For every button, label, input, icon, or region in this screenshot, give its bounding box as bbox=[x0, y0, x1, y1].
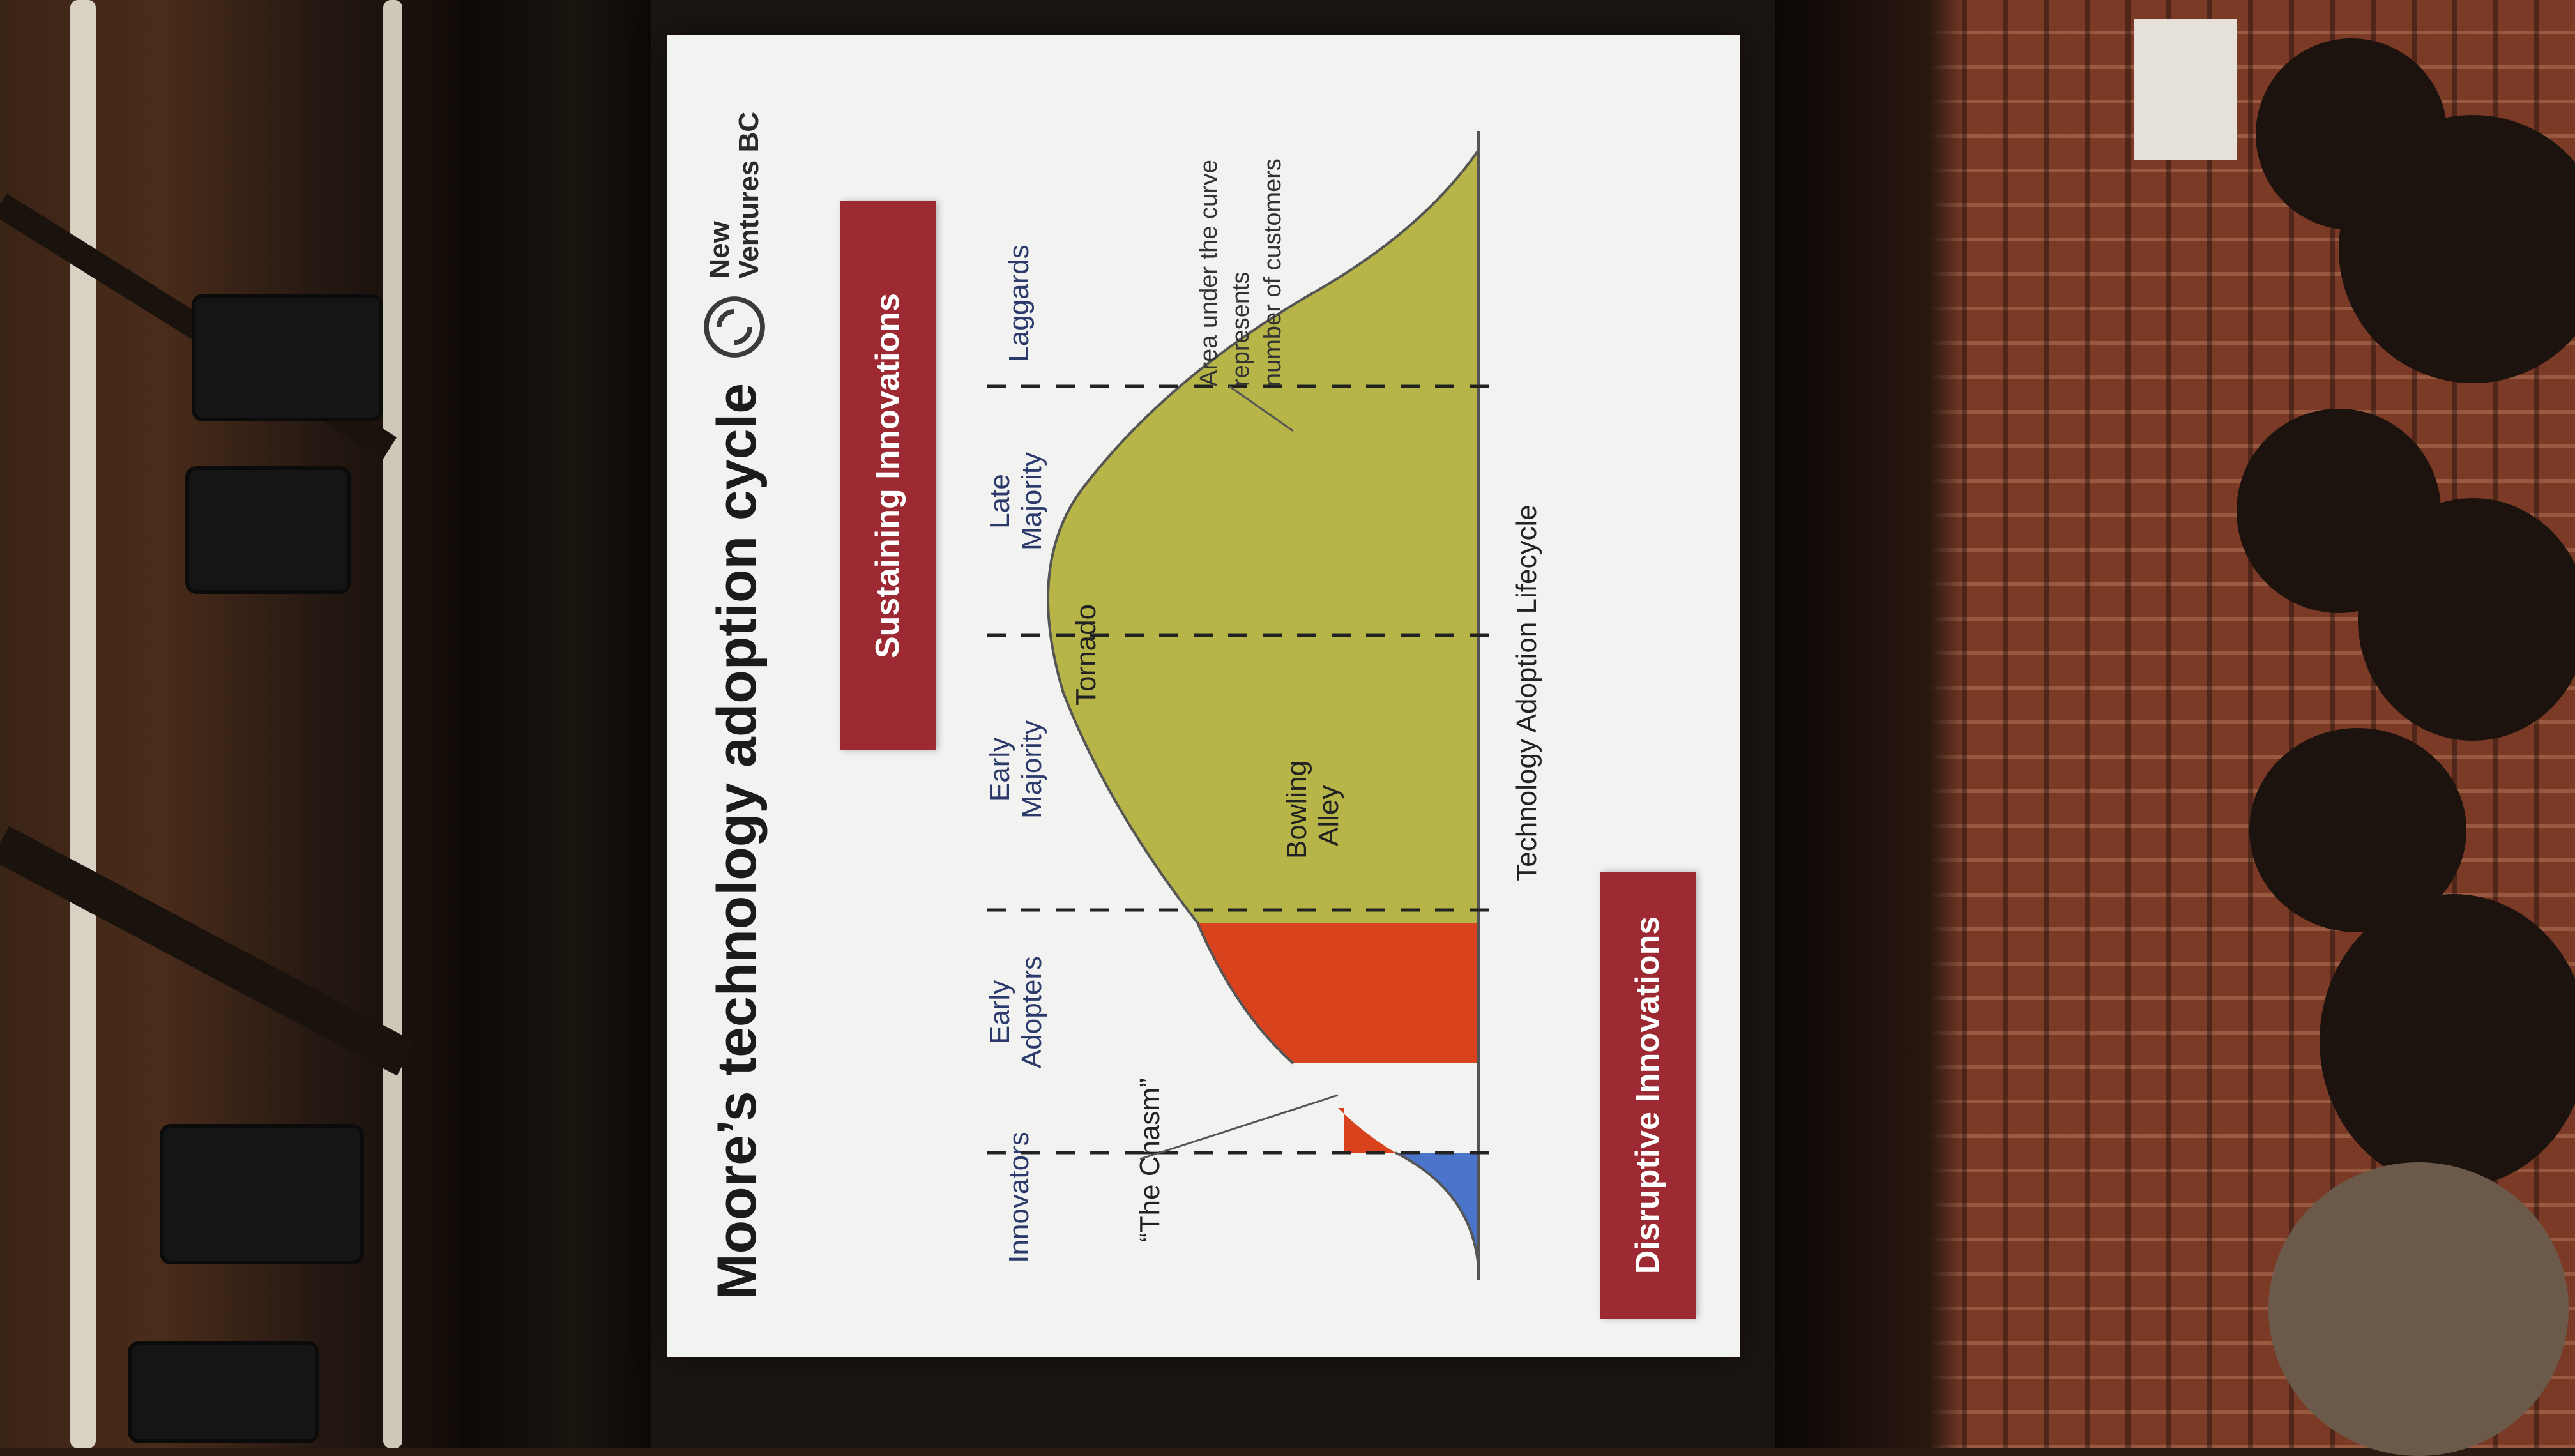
projected-slide-area: Moore’s technology adoption cycle New Ve… bbox=[639, 19, 1788, 1405]
audience-head bbox=[2320, 894, 2575, 1188]
curve-early-adopters bbox=[1197, 923, 1478, 1063]
brand: New Ventures BC bbox=[699, 112, 770, 362]
segment-early-adopters-1: Early bbox=[984, 980, 1015, 1044]
audience-head bbox=[2268, 1162, 2569, 1456]
x-axis-label: Technology Adoption Lifecycle bbox=[1511, 504, 1542, 881]
chasm-pointer bbox=[1139, 1094, 1339, 1160]
stage-light bbox=[192, 294, 383, 421]
disruptive-innovations-label: Disruptive Innovations bbox=[1600, 872, 1696, 1319]
brand-line1: New bbox=[703, 221, 735, 279]
curtain bbox=[460, 0, 651, 1448]
audience-head bbox=[2339, 115, 2575, 383]
area-note-3: number of customers bbox=[1259, 158, 1286, 386]
vertical-pipe bbox=[383, 0, 402, 1448]
segment-late-majority-2: Majority bbox=[1016, 452, 1047, 550]
stage-light bbox=[185, 466, 351, 594]
adoption-curve-diagram: Innovators Early Adopters Early Majority… bbox=[984, 131, 1542, 1280]
brand-line2: Ventures BC bbox=[733, 112, 764, 279]
curve-early-adopters-left bbox=[1338, 1108, 1395, 1153]
audience bbox=[2134, 0, 2575, 1456]
slide: Moore’s technology adoption cycle New Ve… bbox=[667, 35, 1740, 1357]
stage-light bbox=[160, 1124, 364, 1264]
slide-title: Moore’s technology adoption cycle bbox=[706, 383, 768, 1300]
area-note-2: represents bbox=[1227, 271, 1254, 386]
room-light-panel bbox=[2134, 19, 2237, 160]
segment-early-adopters-2: Adopters bbox=[1016, 956, 1047, 1068]
curve-majority bbox=[1048, 150, 1478, 923]
curve-innovators bbox=[1395, 1153, 1478, 1268]
stage-light bbox=[128, 1341, 319, 1443]
spiral-logo-icon bbox=[704, 296, 765, 358]
sustaining-innovations-label: Sustaining Innovations bbox=[840, 201, 936, 750]
segment-early-majority-1: Early bbox=[984, 738, 1015, 801]
segment-early-majority-2: Majority bbox=[1016, 720, 1047, 819]
area-pointer bbox=[1229, 385, 1294, 432]
segment-late-majority-1: Late bbox=[984, 474, 1015, 529]
brick-shadow bbox=[1775, 0, 1967, 1448]
bowling-alley-2: Alley bbox=[1313, 785, 1344, 846]
segment-laggards: Laggards bbox=[1003, 245, 1035, 361]
bowling-alley-1: Bowling bbox=[1281, 761, 1312, 859]
vertical-pipe bbox=[70, 0, 96, 1448]
area-note-1: Area under the curve bbox=[1196, 160, 1222, 386]
curve-outline bbox=[1047, 149, 1480, 1268]
chasm-label: “The Chasm” bbox=[1134, 1078, 1166, 1242]
audience-head bbox=[2358, 498, 2575, 741]
tornado-label: Tornado bbox=[1070, 604, 1102, 706]
